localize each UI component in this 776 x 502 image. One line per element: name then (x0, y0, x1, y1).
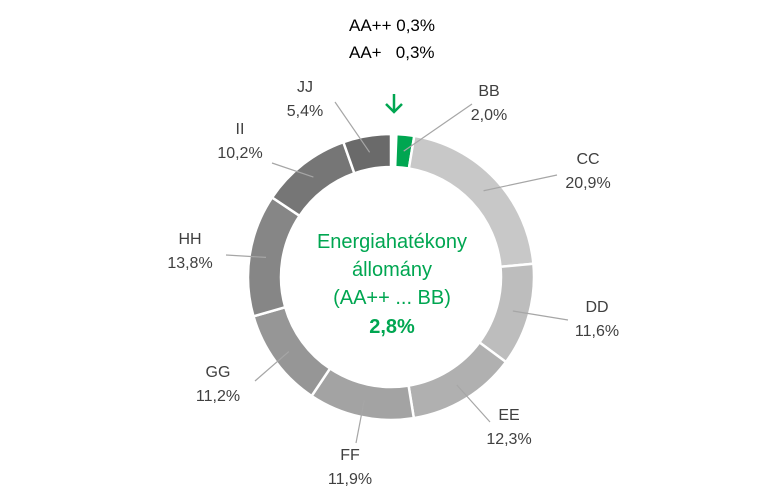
slice-gg (251, 305, 332, 398)
category-label-bb: BB (478, 83, 499, 100)
category-label-ff: FF (340, 447, 360, 464)
down-arrow-icon (385, 94, 403, 114)
leader-lines (225, 101, 569, 444)
center-title-line3: (AA++ ... BB) (333, 287, 451, 309)
category-label-jj: JJ (297, 79, 313, 96)
leader-line-gg (254, 351, 290, 382)
center-title-line2: állomány (352, 259, 432, 281)
leader-line-dd (512, 310, 569, 321)
value-label-ee: 12,3% (486, 431, 531, 448)
donut-slices (246, 132, 536, 422)
slice-ff (309, 366, 416, 422)
value-label-hh: 13,8% (167, 255, 212, 272)
value-label-gg: 11,2% (196, 388, 240, 405)
slice-ii (270, 140, 356, 218)
category-label-gg: GG (206, 364, 231, 381)
category-label-ii: II (236, 121, 245, 138)
top-label-aa-plus-plus: AA++ 0,3% (349, 16, 435, 35)
center-value: 2,8% (369, 316, 415, 338)
leader-line-ii (271, 162, 314, 178)
slice-ee (407, 340, 508, 420)
value-label-ii: 10,2% (217, 145, 262, 162)
value-label-cc: 20,9% (565, 175, 610, 192)
category-label-cc: CC (576, 151, 599, 168)
value-label-ff: 11,9% (328, 471, 372, 488)
leader-line-cc (483, 174, 558, 192)
leader-line-jj (334, 101, 371, 153)
category-label-hh: HH (178, 231, 201, 248)
value-label-jj: 5,4% (287, 103, 323, 120)
center-title-line1: Energiahatékony (317, 231, 467, 253)
category-label-dd: DD (585, 299, 608, 316)
slice-labels: BB 2,0% CC 20,9% DD 11,6% EE 12,3% FF 11,9% GG 11,2… (167, 79, 619, 488)
leader-line-ff (355, 400, 365, 444)
category-label-ee: EE (498, 407, 519, 424)
leader-line-ee (456, 384, 491, 423)
value-label-bb: 2,0% (471, 107, 507, 124)
value-label-dd: 11,6% (575, 323, 619, 340)
top-label-aa-plus: AA+ 0,3% (349, 43, 435, 62)
leader-line-bb (403, 103, 473, 152)
leader-line-hh (225, 254, 267, 258)
